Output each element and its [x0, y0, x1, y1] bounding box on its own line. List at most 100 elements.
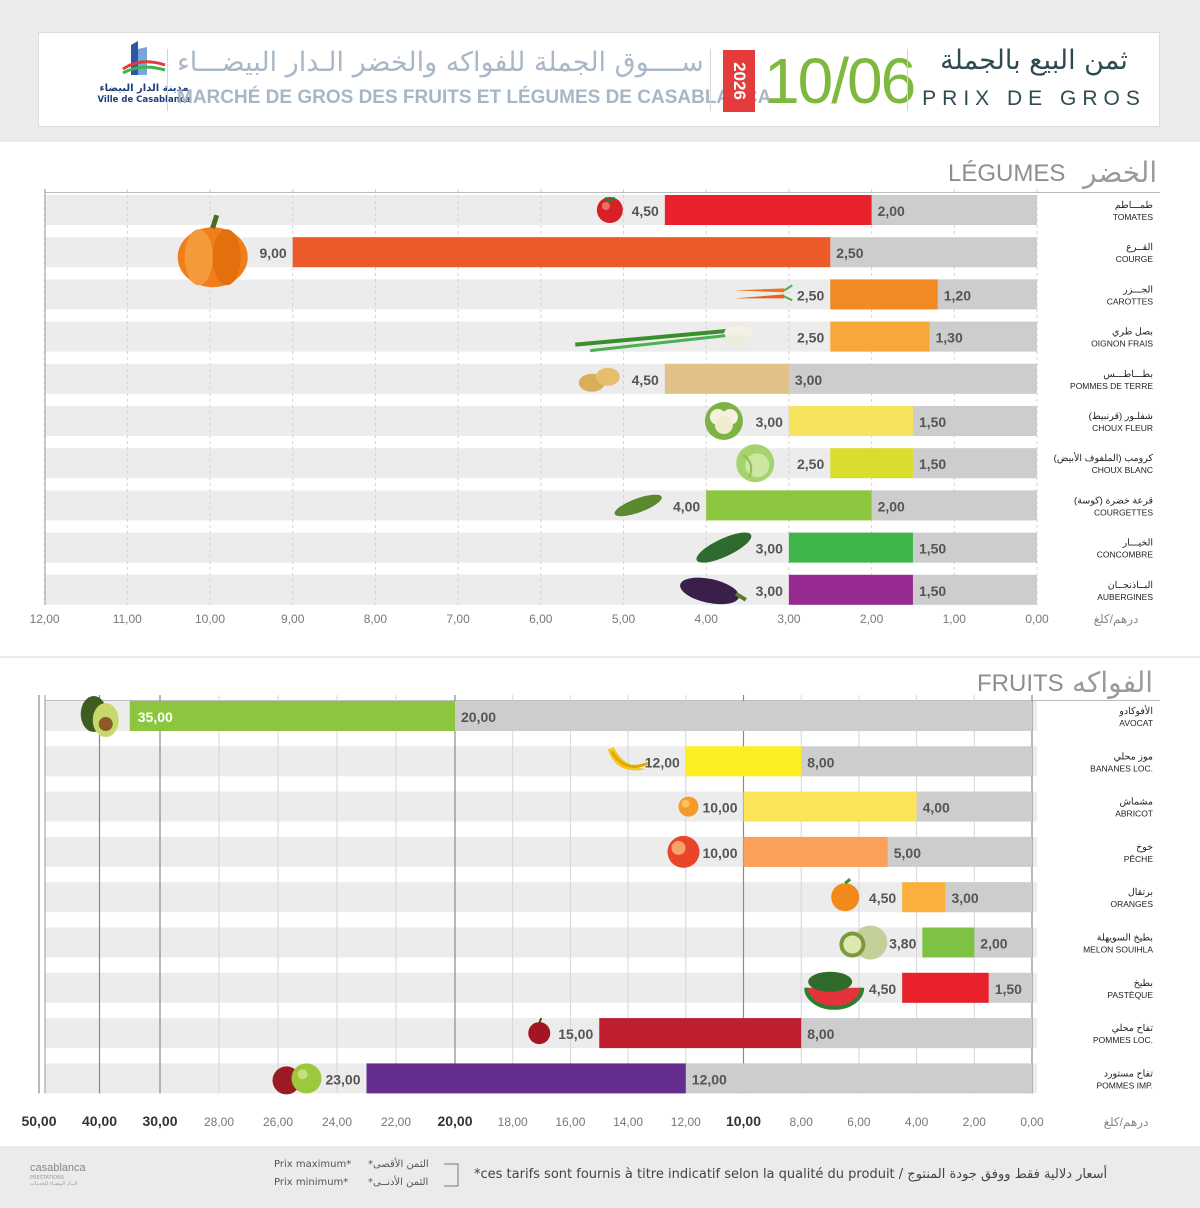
max-price-bar — [902, 972, 989, 1003]
min-price-label: 2,50 — [836, 245, 863, 261]
max-price-bar — [366, 1063, 686, 1094]
category-label-fr: CHOUX BLANC — [1092, 465, 1153, 475]
x-tick-label: 2,00 — [963, 1115, 987, 1129]
max-price-bar — [599, 1018, 802, 1049]
x-tick-label: 24,00 — [322, 1115, 352, 1129]
banana-icon — [607, 747, 649, 771]
min-price-bar — [871, 490, 1037, 521]
category-label-ar: بطـــاطـــس — [1103, 369, 1153, 380]
min-price-label: 2,00 — [878, 203, 905, 219]
row-band — [45, 882, 1037, 913]
cauliflower-icon — [704, 402, 743, 440]
x-tick-label: 10,00 — [726, 1113, 761, 1129]
max-price-bar — [830, 448, 913, 479]
min-price-label: 8,00 — [807, 1026, 834, 1042]
min-price-bar — [871, 195, 1037, 225]
x-tick-label: 1,00 — [943, 612, 967, 626]
avocado-icon — [80, 696, 119, 737]
category-label-ar: تفاح مستورد — [1104, 1068, 1154, 1079]
max-price-label: 12,00 — [645, 754, 680, 770]
x-tick-label: 28,00 — [204, 1115, 234, 1129]
category-label-ar: شفلـور (قرنبيط) — [1089, 411, 1153, 422]
min-price-label: 20,00 — [461, 709, 496, 725]
cabbage-icon — [736, 444, 775, 483]
category-label-fr: ORANGES — [1110, 899, 1153, 909]
category-label-ar: قرعة خضرة (كوسة) — [1074, 495, 1153, 506]
category-label-fr: CAROTTES — [1107, 296, 1154, 306]
category-label-ar: كرومب (الملفوف الأبيض) — [1054, 452, 1154, 464]
max-price-label: 4,50 — [632, 203, 659, 219]
header-divider — [167, 49, 168, 111]
max-price-bar — [788, 574, 913, 605]
min-price-label: 1,50 — [919, 583, 946, 599]
vegetables-section — [0, 142, 1200, 656]
x-tick-label: 4,00 — [695, 612, 719, 626]
max-price-label: 9,00 — [259, 245, 286, 261]
max-price-bar — [743, 791, 917, 822]
category-label-fr: POMMES LOC. — [1093, 1035, 1153, 1045]
legend-min-ar: *الثمن الأدنــى — [368, 1177, 429, 1188]
min-price-bar — [801, 1018, 1032, 1049]
category-label-fr: AUBERGINES — [1097, 592, 1153, 602]
category-label-fr: POMMES IMP. — [1096, 1080, 1153, 1090]
logo-text-fr: Ville de Casablanca — [97, 95, 191, 105]
min-price-label: 3,00 — [951, 890, 978, 906]
min-price-bar — [788, 363, 1037, 394]
header-divider — [710, 49, 711, 111]
category-label-fr: MELON SOUIHLA — [1083, 945, 1153, 955]
category-label-fr: AVOCAT — [1119, 718, 1153, 728]
date-text: 10/06 — [764, 45, 916, 117]
max-price-bar — [664, 195, 872, 225]
category-label-ar: بصل طري — [1112, 327, 1153, 338]
fruits-title-ar: الفواكه — [1072, 666, 1154, 699]
category-label-fr: CONCOMBRE — [1097, 550, 1154, 560]
vegetables-title-rule — [45, 192, 1160, 193]
min-price-bar — [916, 791, 1032, 822]
category-label-ar: خوخ — [1136, 842, 1153, 853]
x-tick-label: 50,00 — [21, 1113, 56, 1129]
min-price-label: 1,30 — [935, 330, 962, 346]
max-price-label: 15,00 — [558, 1026, 593, 1042]
header-banner: مدينة الدار البيضاء Ville de Casablanca … — [38, 32, 1160, 127]
max-price-label: 3,80 — [889, 936, 916, 952]
eggplant-icon — [680, 577, 747, 605]
max-price-bar — [743, 836, 888, 867]
orange-icon — [831, 878, 860, 912]
min-price-bar — [912, 406, 1037, 436]
max-price-label: 10,00 — [702, 845, 737, 861]
category-label-fr: POMMES DE TERRE — [1070, 381, 1153, 391]
x-tick-label: 11,00 — [113, 612, 142, 626]
unit-label: درهم/كلغ — [1094, 612, 1139, 626]
max-price-bar — [788, 532, 913, 563]
max-price-label: 2,50 — [797, 456, 824, 472]
x-tick-label: 22,00 — [381, 1115, 411, 1129]
min-price-bar — [685, 1063, 1032, 1094]
min-price-bar — [945, 882, 1032, 913]
footer-logo-sub1: PRESTATIONS — [30, 1175, 64, 1181]
min-price-bar — [988, 972, 1032, 1003]
casablanca-tower-icon — [122, 41, 166, 75]
fruits-title-rule — [45, 700, 1160, 701]
min-price-bar — [887, 836, 1032, 867]
x-tick-label: 14,00 — [613, 1115, 643, 1129]
category-label-fr: ABRICOT — [1115, 809, 1153, 819]
min-price-label: 1,50 — [919, 456, 946, 472]
min-price-label: 12,00 — [692, 1071, 727, 1087]
zucchini-icon — [614, 494, 662, 517]
min-price-label: 1,50 — [995, 981, 1022, 997]
category-label-ar: مشماش — [1119, 797, 1153, 808]
category-label-ar: برتقال — [1128, 887, 1153, 898]
x-tick-label: 20,00 — [437, 1113, 472, 1129]
min-price-label: 2,00 — [980, 936, 1007, 952]
max-price-label: 3,00 — [756, 414, 783, 430]
x-tick-label: 0,00 — [1025, 612, 1049, 626]
max-price-bar — [706, 490, 872, 521]
max-price-bar — [830, 321, 930, 352]
city-logo: مدينة الدار البيضاء Ville de Casablanca — [89, 39, 199, 119]
min-price-label: 1,50 — [919, 541, 946, 557]
max-price-bar — [129, 701, 455, 731]
legend-max-fr: Prix maximum* — [274, 1159, 352, 1170]
market-title-fr: MARCHÉ DE GROS DES FRUITS ET LÉGUMES DE … — [177, 87, 772, 108]
x-tick-label: 40,00 — [82, 1113, 117, 1129]
min-price-bar — [912, 448, 1037, 479]
